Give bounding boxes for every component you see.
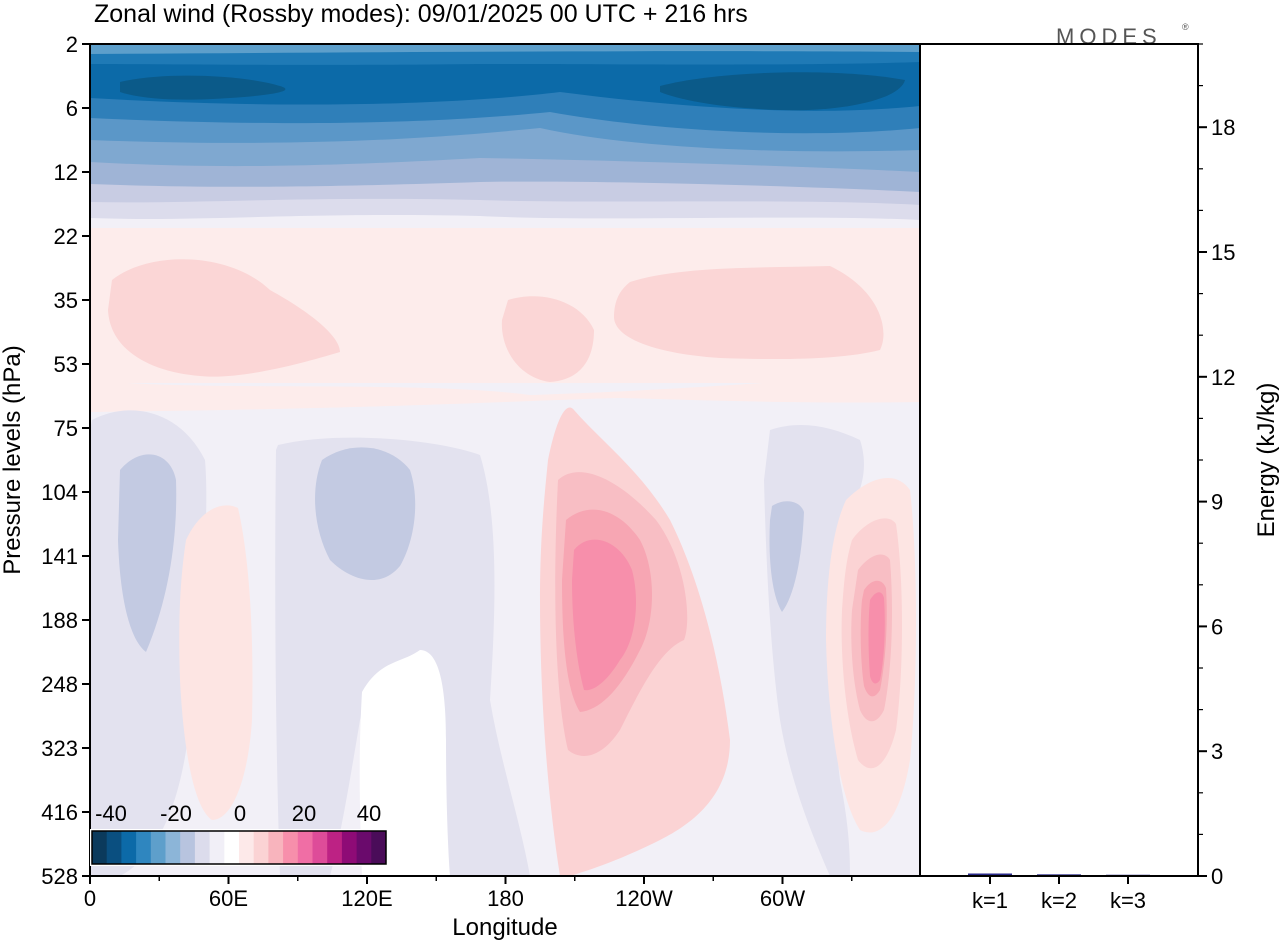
colorbar-swatch — [341, 831, 357, 864]
y-tick-label: 141 — [41, 544, 78, 569]
colorbar-tick-label: 40 — [357, 801, 381, 826]
colorbar-swatch — [194, 831, 210, 864]
bar-categories: k=1 k=2 k=3 — [972, 876, 1146, 913]
bar-category-label: k=3 — [1110, 888, 1146, 913]
contour-neg-core-1 — [118, 454, 177, 652]
colorbar-swatch — [150, 831, 166, 864]
y-tick-label: 188 — [41, 608, 78, 633]
x-axis-label: Longitude — [452, 914, 557, 941]
x-tick-label: 180 — [487, 886, 524, 911]
colorbar-swatch — [92, 831, 108, 864]
energy-bar — [968, 873, 1012, 876]
colorbar-swatch — [327, 831, 343, 864]
colorbar-swatch — [356, 831, 372, 864]
y-tick-label: 528 — [41, 864, 78, 889]
colorbar-swatch — [253, 831, 269, 864]
x-tick-label: 60E — [209, 886, 248, 911]
energy-tick-label: 9 — [1211, 490, 1223, 515]
y-tick-label: 2 — [66, 32, 78, 57]
colorbar-swatch — [121, 831, 137, 864]
x-tick-label: 0 — [84, 886, 96, 911]
y-tick-label: 12 — [54, 160, 78, 185]
y-tick-label: 75 — [54, 416, 78, 441]
colorbar-frame — [91, 830, 387, 865]
colorbar-swatch — [268, 831, 284, 864]
bar-category-label: k=2 — [1041, 888, 1077, 913]
y-tick-label: 53 — [54, 352, 78, 377]
colorbar-tick-label: -40 — [95, 801, 127, 826]
y-axis: 2 6 12 22 35 53 75 104 141 188 248 323 416 528 — [41, 32, 90, 889]
modes-logo-mark: ® — [1182, 22, 1189, 32]
contour-pos-patch-3 — [614, 266, 884, 360]
contour-pos-col-west — [179, 505, 253, 820]
x-axis: 0 60E 120E 180 120W 60W — [84, 876, 853, 911]
contour-white-patch — [359, 650, 450, 876]
contour-neg-core-3 — [769, 501, 804, 612]
colorbar-swatch — [106, 831, 122, 864]
colorbar-swatch — [283, 831, 299, 864]
contour-layer-9 — [90, 44, 920, 54]
contour-band-pos-upper-edge — [90, 372, 920, 412]
colorbar-swatch — [180, 831, 196, 864]
chart-title: Zonal wind (Rossby modes): 09/01/2025 00… — [94, 0, 748, 28]
colorbar-swatch — [136, 831, 152, 864]
colorbar-swatch — [209, 831, 225, 864]
y-tick-label: 6 — [66, 96, 78, 121]
y-tick-label: 104 — [41, 480, 78, 505]
bar-category-label: k=1 — [972, 888, 1008, 913]
contour-east-level-5 — [868, 592, 885, 684]
colorbar-swatch — [239, 831, 255, 864]
zonal-wind-contour-plot — [90, 44, 920, 876]
energy-panel-background — [920, 44, 1198, 876]
contour-core-west — [120, 75, 286, 100]
colorbar: -40 -20 0 20 40 — [90, 801, 388, 866]
x-tick-label: 120E — [341, 886, 392, 911]
energy-tick-label: 0 — [1211, 864, 1223, 889]
colorbar-swatch — [224, 831, 240, 864]
y-axis-label: Pressure levels (hPa) — [0, 345, 26, 574]
y-tick-label: 35 — [54, 288, 78, 313]
y-tick-label: 416 — [41, 800, 78, 825]
colorbar-swatch — [371, 831, 387, 864]
colorbar-swatch — [312, 831, 328, 864]
colorbar-tick-label: 20 — [292, 801, 316, 826]
energy-tick-label: 6 — [1211, 614, 1223, 639]
contour-jet-level-4 — [572, 539, 636, 691]
y-tick-label: 22 — [54, 224, 78, 249]
colorbar-swatch — [165, 831, 181, 864]
energy-tick-label: 3 — [1211, 739, 1223, 764]
x-tick-label: 120W — [615, 886, 673, 911]
contour-pos-patch-1 — [108, 259, 340, 377]
colorbar-swatch — [297, 831, 313, 864]
energy-axis-label: Energy (kJ/kg) — [1253, 383, 1280, 538]
colorbar-tick-label: 0 — [234, 801, 246, 826]
y-tick-label: 323 — [41, 736, 78, 761]
energy-tick-label: 12 — [1211, 365, 1235, 390]
contour-core-east — [660, 72, 905, 111]
contour-pos-patch-2 — [501, 296, 594, 382]
y-tick-label: 248 — [41, 672, 78, 697]
colorbar-tick-label: -20 — [160, 801, 192, 826]
energy-tick-label: 18 — [1211, 115, 1235, 140]
x-tick-label: 60W — [760, 886, 805, 911]
energy-tick-label: 15 — [1211, 240, 1235, 265]
energy-axis: 0 3 6 9 12 15 18 — [1198, 43, 1235, 889]
contour-neg-core-2 — [315, 447, 416, 581]
